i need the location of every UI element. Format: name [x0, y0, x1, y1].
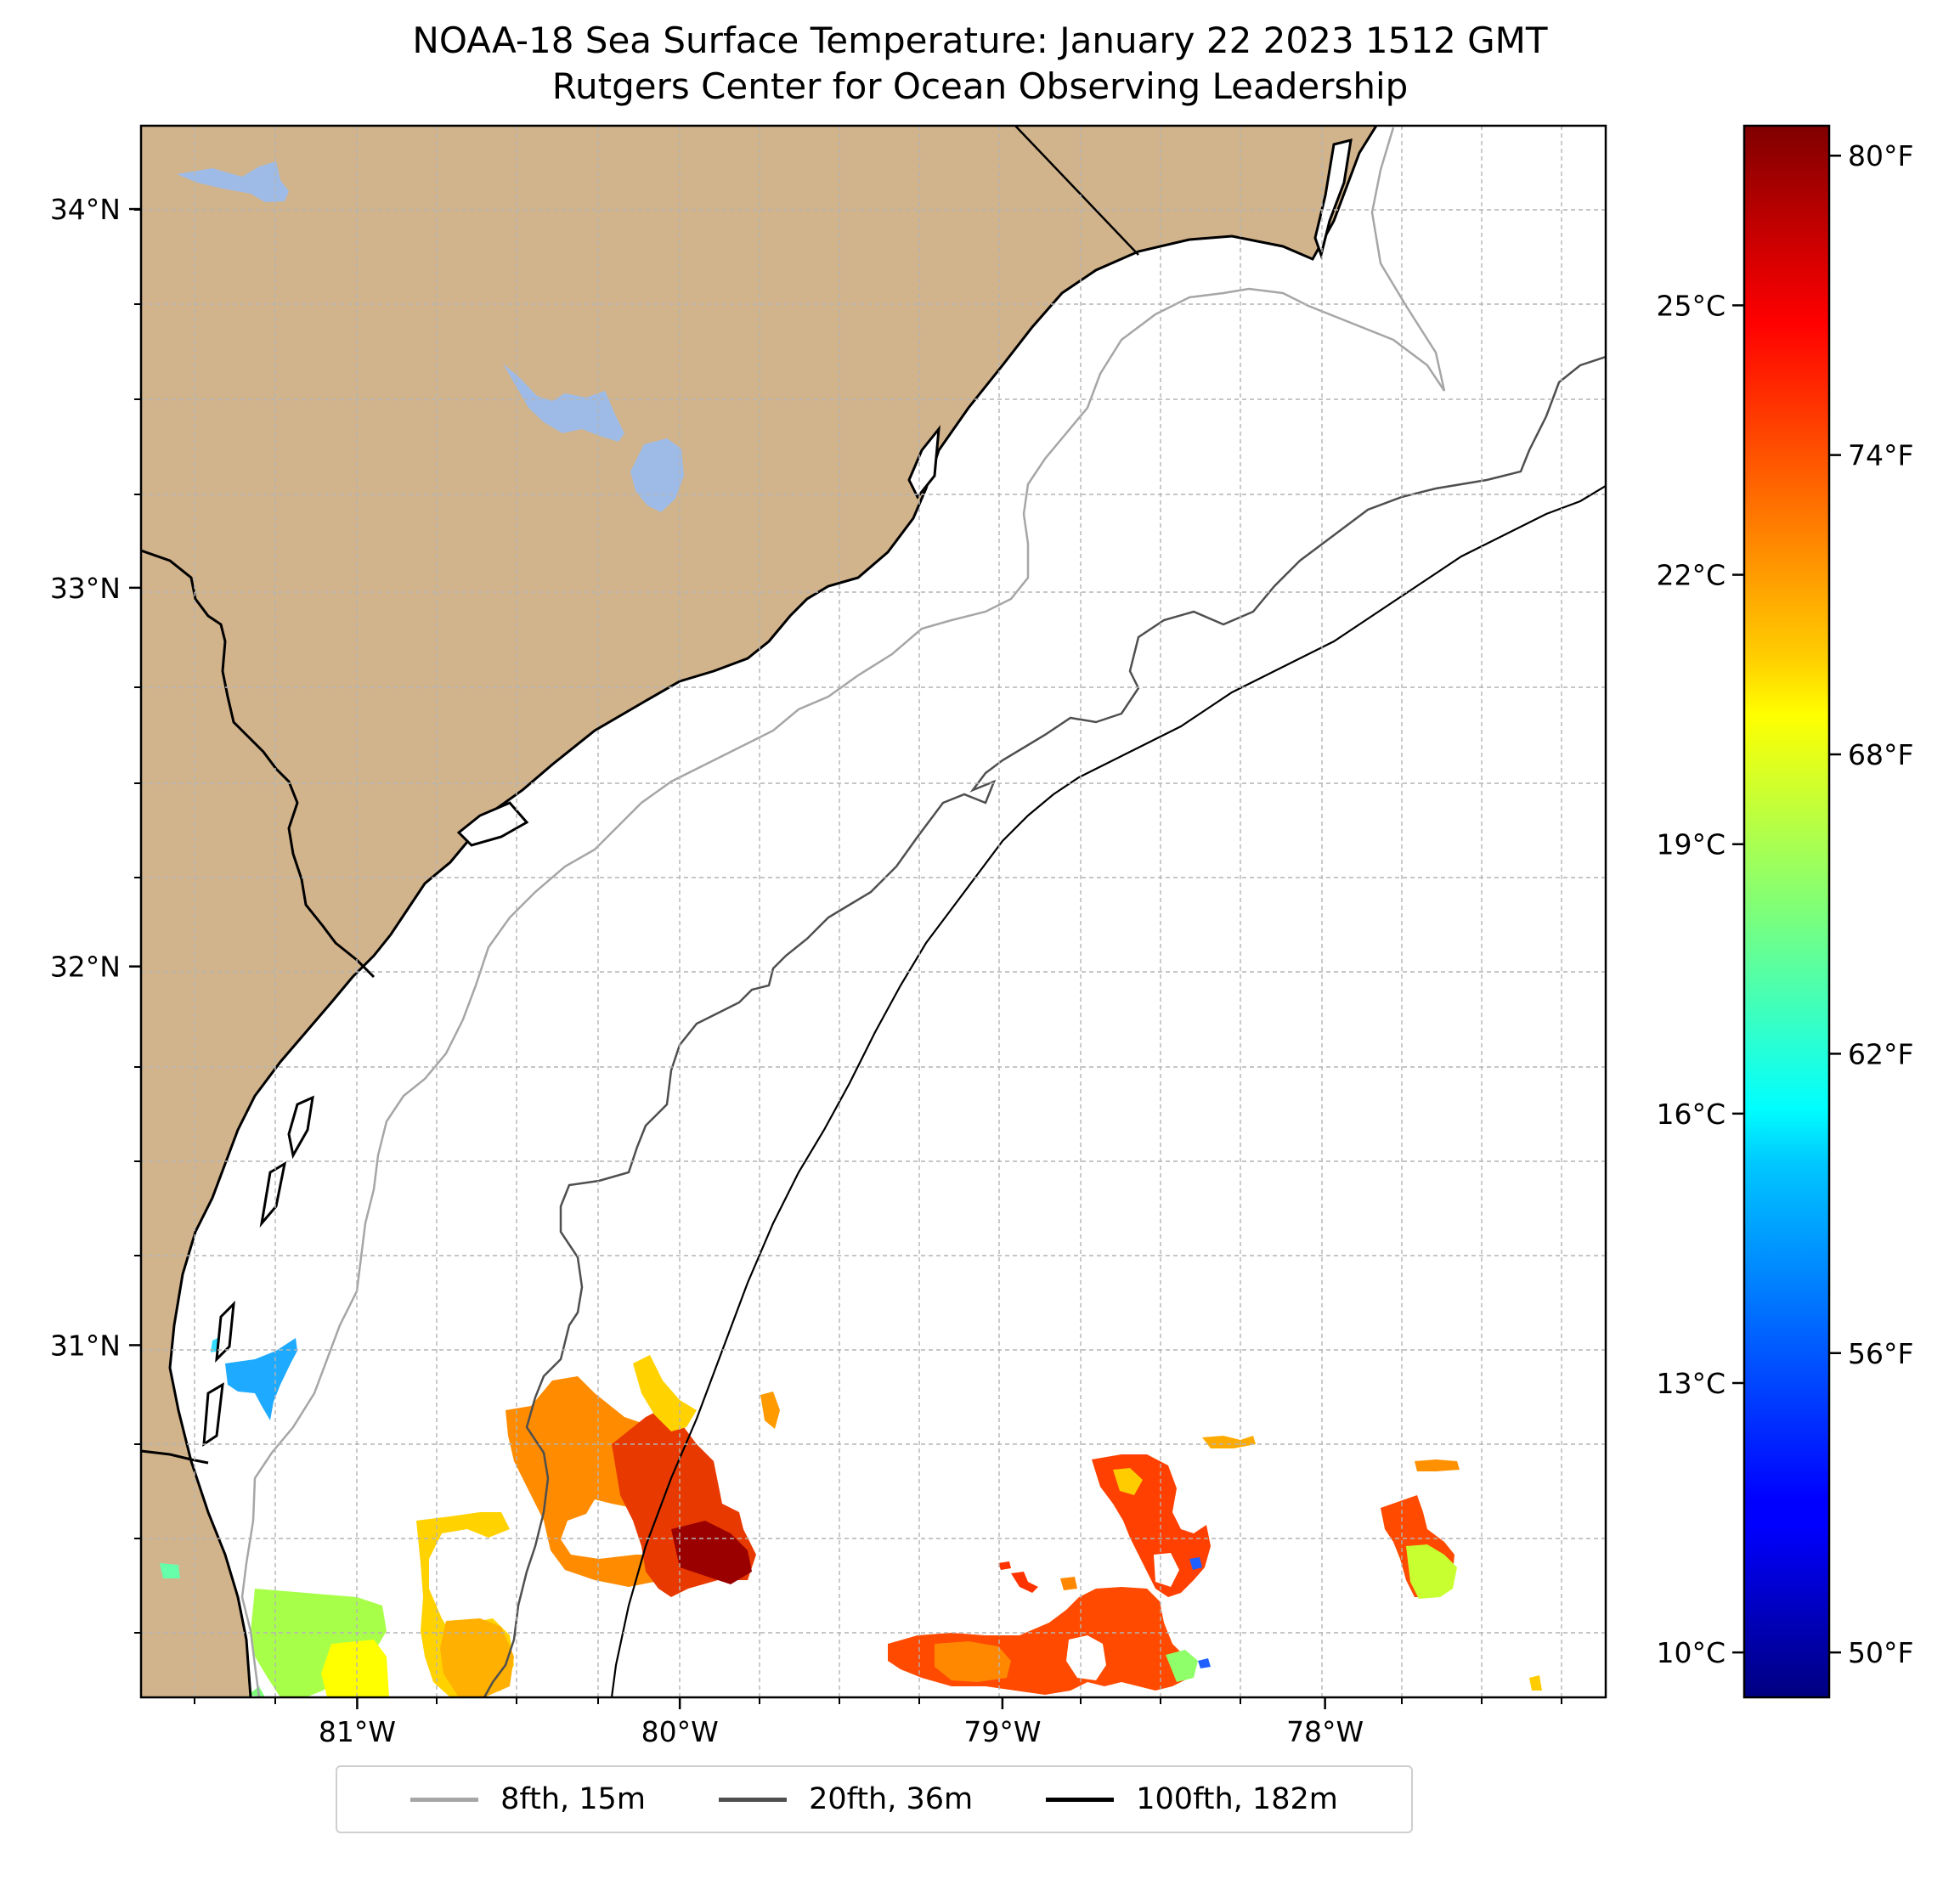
- map-plot: 81°W 80°W 79°W 78°W 34°N 33°N 32°N 31°N: [50, 124, 1607, 1748]
- lon-tick-label: 79°W: [963, 1715, 1041, 1748]
- latitude-axis: 34°N 33°N 32°N 31°N: [50, 193, 141, 1362]
- lat-tick-label: 31°N: [50, 1329, 121, 1362]
- fahrenheit-tick-label: 80°F: [1848, 139, 1913, 172]
- legend-label-20fth: 20fth, 36m: [809, 1782, 974, 1816]
- celsius-tick-label: 10°C: [1656, 1636, 1726, 1669]
- isobath-legend: 8fth, 15m 20fth, 36m 100fth, 182m: [336, 1765, 1413, 1833]
- isobath-20fth: [483, 355, 1606, 1697]
- lat-tick-label: 32°N: [50, 951, 121, 984]
- legend-label-100fth: 100fth, 182m: [1136, 1782, 1338, 1816]
- colorbar-fahrenheit-axis: 50°F 56°F 62°F 68°F 74°F 80°F: [1829, 139, 1913, 1669]
- lake-marion: [503, 364, 624, 442]
- legend-entry-100fth: 100fth, 182m: [1046, 1782, 1338, 1816]
- fahrenheit-tick-label: 50°F: [1848, 1636, 1913, 1669]
- map-title: NOAA-18 Sea Surface Temperature: January…: [412, 20, 1548, 61]
- celsius-tick-label: 13°C: [1656, 1367, 1726, 1400]
- celsius-tick-label: 16°C: [1656, 1098, 1726, 1131]
- map-subtitle: Rutgers Center for Ocean Observing Leade…: [551, 65, 1409, 107]
- fahrenheit-tick-label: 74°F: [1848, 439, 1913, 472]
- fahrenheit-tick-label: 56°F: [1848, 1337, 1913, 1370]
- legend-entry-8fth: 8fth, 15m: [410, 1782, 646, 1816]
- map-gridlines: [141, 126, 1606, 1697]
- state-border-nc-sc: [1014, 126, 1139, 256]
- lat-tick-label: 34°N: [50, 193, 121, 226]
- lake-north: [177, 161, 289, 202]
- state-border-sc-ga: [141, 549, 376, 979]
- state-border-ga-fl: [141, 1449, 209, 1465]
- lon-tick-label: 78°W: [1286, 1715, 1364, 1748]
- fahrenheit-tick-label: 68°F: [1848, 738, 1913, 771]
- sea-islands: [202, 138, 1353, 1447]
- fahrenheit-tick-label: 62°F: [1848, 1037, 1913, 1070]
- lon-tick-label: 80°W: [641, 1715, 719, 1748]
- celsius-tick-label: 22°C: [1656, 559, 1726, 592]
- legend-label-8fth: 8fth, 15m: [500, 1782, 646, 1816]
- land-mass: [141, 126, 1376, 1697]
- lon-tick-label: 81°W: [319, 1715, 396, 1748]
- lake-moultrie: [630, 438, 684, 512]
- colorbar-gradient: [1743, 124, 1831, 1699]
- colorbar: 10°C 13°C 16°C 19°C 22°C 25°C 50°F 56°F 62°F 68°…: [1656, 124, 1913, 1699]
- longitude-axis: 81°W 80°W 79°W 78°W: [319, 1697, 1364, 1748]
- colorbar-celsius-axis: 10°C 13°C 16°C 19°C 22°C 25°C: [1656, 289, 1744, 1669]
- legend-swatch-20fth: [719, 1797, 788, 1802]
- map-frame: [139, 124, 1607, 1699]
- lat-tick-label: 33°N: [50, 572, 121, 605]
- legend-entry-20fth: 20fth, 36m: [719, 1782, 973, 1816]
- map-minor-ticks: [134, 209, 1562, 1704]
- coastline: [168, 126, 1378, 1697]
- celsius-tick-label: 25°C: [1656, 289, 1726, 322]
- sst-data-layer: [160, 1335, 1542, 1697]
- isobath-8fth: [240, 127, 1446, 1697]
- legend-swatch-8fth: [410, 1797, 479, 1802]
- legend-swatch-100fth: [1046, 1797, 1115, 1802]
- celsius-tick-label: 19°C: [1656, 828, 1726, 861]
- isobath-100fth: [610, 485, 1606, 1697]
